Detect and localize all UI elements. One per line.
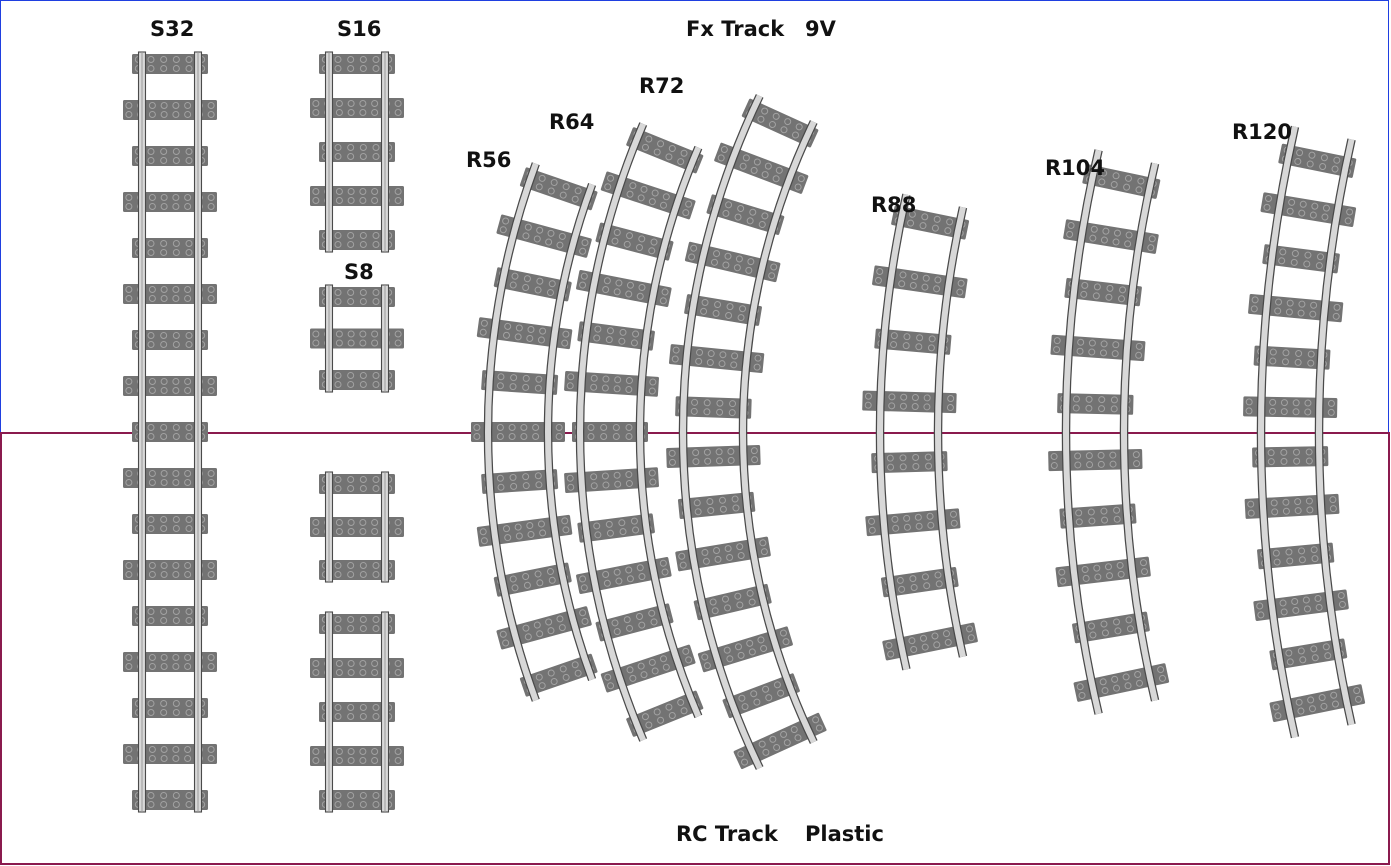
sleeper	[471, 422, 565, 442]
sleeper	[310, 517, 404, 537]
sleeper	[319, 230, 395, 250]
sleeper	[310, 98, 404, 118]
sleeper	[123, 192, 217, 212]
sleeper	[123, 652, 217, 672]
sleeper	[310, 186, 404, 206]
sleeper	[319, 790, 395, 810]
sleeper	[1048, 448, 1143, 472]
sleeper	[123, 376, 217, 396]
label-s16: S16	[337, 17, 381, 41]
label-r120: R120	[1232, 120, 1292, 144]
sleeper	[132, 238, 208, 258]
track-r88	[862, 193, 978, 671]
label-r88: R88	[871, 193, 916, 217]
top-panel-type: 9V	[805, 17, 837, 41]
sleeper	[123, 560, 217, 580]
track-r72	[666, 94, 827, 770]
label-s32: S32	[150, 17, 194, 41]
sleeper	[865, 508, 961, 537]
track-pieces	[123, 51, 1366, 813]
label-r64: R64	[549, 110, 594, 134]
sleeper	[572, 422, 648, 442]
sleeper	[123, 100, 217, 120]
top-panel-name: Fx Track	[686, 17, 785, 41]
track-r104	[1048, 149, 1170, 715]
sleeper	[132, 330, 208, 350]
label-r72: R72	[639, 74, 684, 98]
sleeper	[132, 698, 208, 718]
sleeper	[310, 746, 404, 766]
label-r56: R56	[466, 148, 511, 172]
sleeper	[319, 614, 395, 634]
sleeper	[675, 396, 752, 419]
sleeper	[310, 658, 404, 678]
sleeper	[684, 294, 762, 326]
sleeper	[132, 790, 208, 810]
track-s32	[123, 51, 217, 813]
track-s16	[310, 51, 404, 253]
sleeper	[123, 744, 217, 764]
sleeper	[577, 513, 655, 543]
bottom-panel-type: Plastic	[805, 822, 884, 846]
track-r56	[471, 162, 598, 702]
sleeper	[666, 445, 761, 468]
bottom-panel-name: RC Track	[676, 822, 779, 846]
label-r104: R104	[1045, 156, 1105, 180]
track-rc-medium	[310, 611, 404, 813]
label-s8: S8	[344, 260, 374, 284]
sleeper	[319, 287, 395, 307]
sleeper	[1244, 493, 1340, 519]
sleeper	[123, 468, 217, 488]
track-r120	[1243, 125, 1366, 739]
track-s8	[310, 284, 404, 393]
sleeper	[1269, 638, 1348, 671]
sleeper	[319, 474, 395, 494]
track-rc-short	[310, 471, 404, 583]
sleeper	[310, 328, 404, 349]
sleeper	[123, 284, 217, 304]
track-r64	[564, 122, 704, 742]
